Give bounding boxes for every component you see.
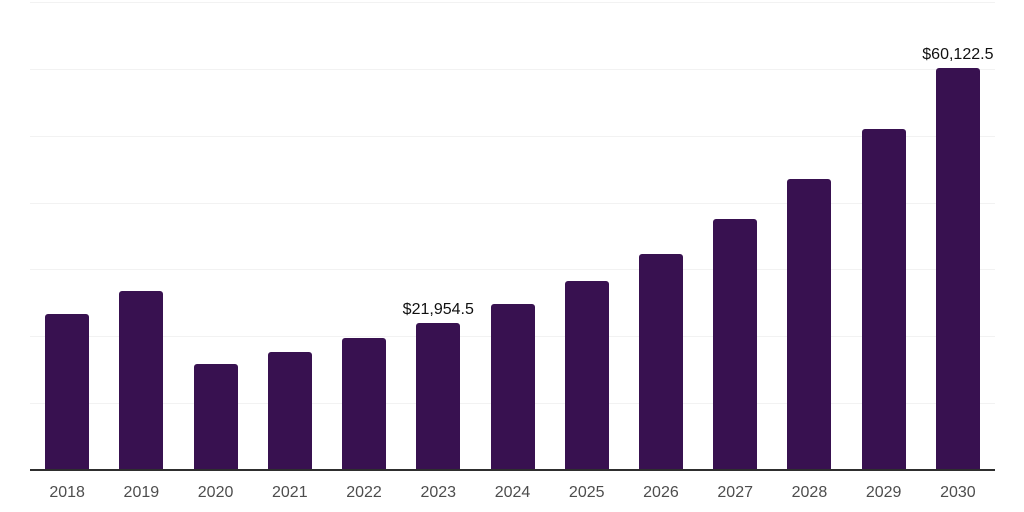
- bar-2028[interactable]: [787, 179, 832, 470]
- data-label-2023: $21,954.5: [402, 301, 474, 319]
- x-axis-label-2020: 2020: [197, 484, 234, 501]
- bar-2025[interactable]: [564, 280, 609, 470]
- bar-2021[interactable]: [267, 352, 312, 470]
- bar-2022[interactable]: [342, 338, 387, 470]
- bar-2027[interactable]: [713, 219, 758, 470]
- x-axis-label-2021: 2021: [272, 484, 308, 501]
- gridline: [30, 269, 995, 271]
- x-axis-label-2018: 2018: [49, 484, 85, 501]
- bar-2018[interactable]: [45, 313, 90, 470]
- x-axis-label-2025: 2025: [568, 484, 605, 501]
- x-axis-label-2030: 2030: [940, 484, 976, 501]
- gridline: [30, 68, 995, 70]
- data-label-2030: $60,122.5: [922, 46, 994, 64]
- gridline: [30, 202, 995, 204]
- x-axis-label-2019: 2019: [123, 484, 160, 501]
- gridline: [30, 135, 995, 137]
- bar-2023[interactable]: [416, 323, 461, 470]
- x-axis-label-2024: 2024: [494, 484, 531, 501]
- x-axis-label-2027: 2027: [717, 484, 753, 501]
- x-axis-label-2028: 2028: [791, 484, 828, 501]
- x-axis-label-2029: 2029: [865, 484, 902, 501]
- bar-2024[interactable]: [490, 303, 535, 470]
- bar-2030[interactable]: [935, 68, 980, 470]
- bar-2029[interactable]: [861, 129, 906, 470]
- x-axis-label-2022: 2022: [346, 484, 382, 501]
- bar-2019[interactable]: [119, 290, 164, 470]
- x-axis-label-2023: 2023: [420, 484, 457, 501]
- x-axis-label-2026: 2026: [643, 484, 679, 501]
- bar-2026[interactable]: [638, 254, 683, 470]
- bar-2020[interactable]: [193, 364, 238, 470]
- x-axis-line: [30, 469, 995, 471]
- gridline: [30, 2, 995, 3]
